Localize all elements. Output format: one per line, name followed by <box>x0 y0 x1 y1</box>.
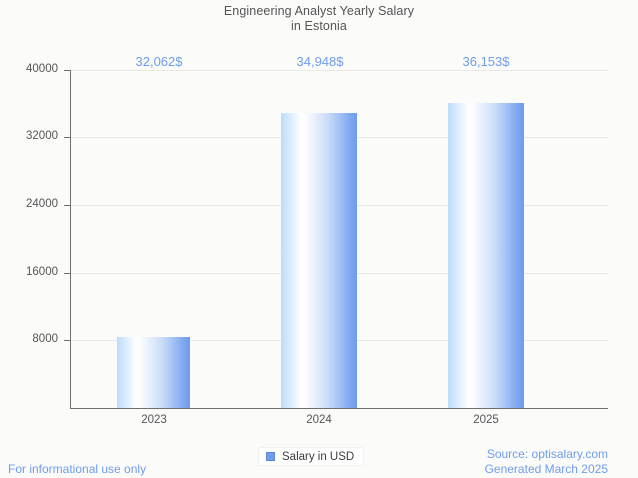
bar-2024[interactable] <box>281 112 357 408</box>
y-tick-label-16000: 16000 <box>26 266 58 278</box>
generated-line: Generated March 2025 <box>484 462 608 476</box>
y-tick-label-8000: 8000 <box>32 333 58 345</box>
disclaimer-text: For informational use only <box>8 462 147 476</box>
y-tick-16000 <box>64 273 70 274</box>
y-axis-line <box>70 70 71 409</box>
x-tick-label-2025: 2025 <box>473 414 499 426</box>
plot-area <box>70 70 608 408</box>
y-tick-label-32000: 32000 <box>26 130 58 142</box>
chart-legend[interactable]: Salary in USD <box>258 447 365 466</box>
legend-item-label: Salary in USD <box>282 450 355 463</box>
source-line: Source: optisalary.com <box>486 447 608 461</box>
bar-label-2023: 32,062$ <box>135 54 183 69</box>
bar-2023[interactable] <box>117 337 190 408</box>
x-tick-label-2023: 2023 <box>141 414 167 426</box>
y-tick-40000 <box>64 70 70 71</box>
chart-title-line1: Engineering Analyst Yearly Salary <box>223 4 415 18</box>
y-tick-32000 <box>64 137 70 138</box>
y-tick-24000 <box>64 205 70 206</box>
bar-label-2025: 36,153$ <box>462 54 510 69</box>
gridline-40000 <box>70 70 608 71</box>
y-tick-label-24000: 24000 <box>26 198 58 210</box>
bar-2025[interactable] <box>448 102 524 408</box>
bar-label-2024: 34,948$ <box>296 54 344 69</box>
legend-swatch-icon <box>266 452 275 461</box>
y-tick-label-40000: 40000 <box>26 63 58 75</box>
x-tick-label-2024: 2024 <box>306 414 332 426</box>
source-credit: Source: optisalary.com Generated March 2… <box>485 447 608 477</box>
chart-title: Engineering Analyst Yearly Salary in Est… <box>0 4 638 34</box>
x-axis-line <box>70 408 608 409</box>
y-tick-8000 <box>64 340 70 341</box>
chart-title-line2: in Estonia <box>291 19 347 33</box>
